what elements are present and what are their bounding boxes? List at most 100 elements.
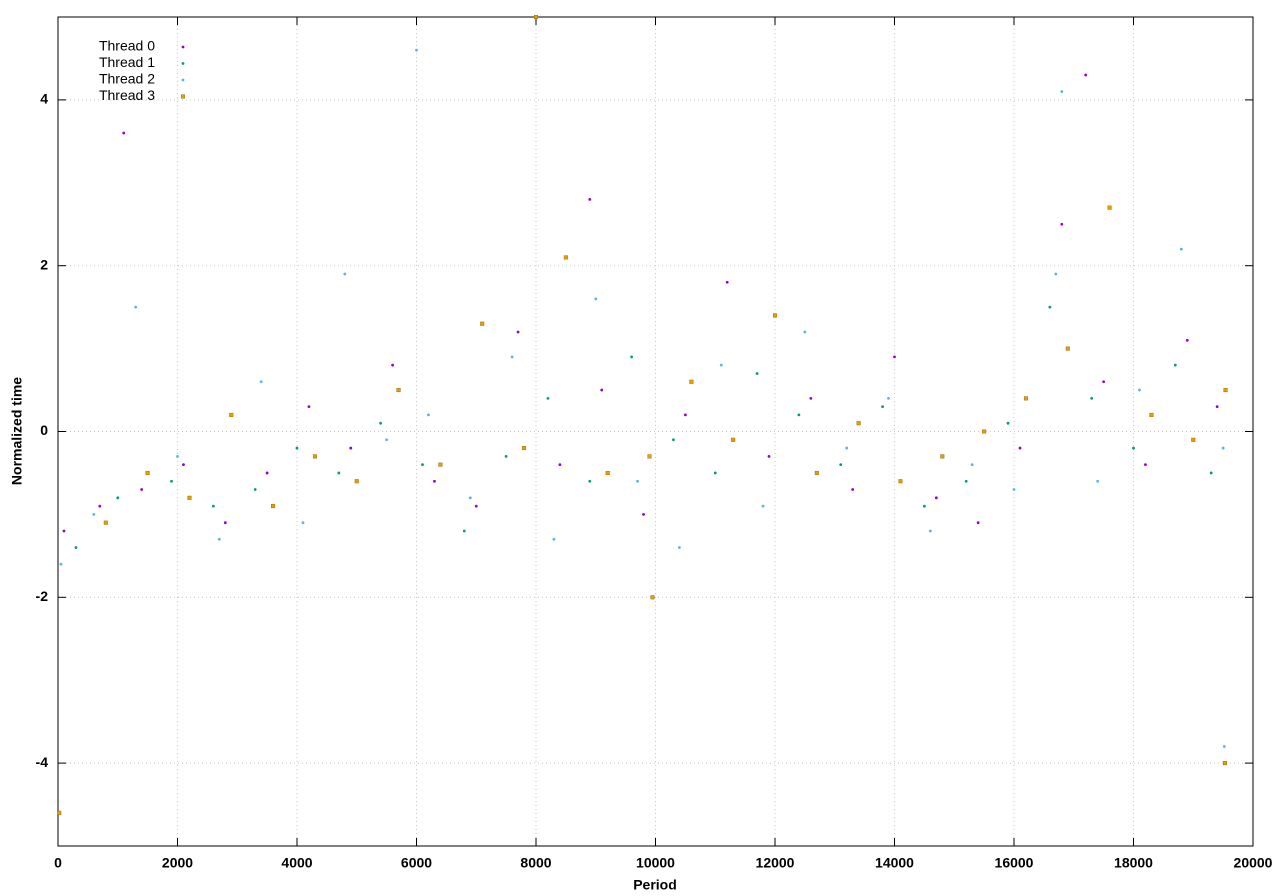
scatter-point [605,470,610,475]
scatter-point [385,438,389,442]
scatter-point [683,413,687,417]
scatter-point [504,454,508,458]
scatter-point [122,131,126,135]
scatter-point [887,396,890,400]
scatter-point [982,429,987,434]
scatter-point [1222,761,1227,766]
scatter-point [839,463,843,467]
scatter-point [755,372,759,375]
x-tick-label: 20000 [1234,855,1273,871]
scatter-point [881,405,884,409]
x-tick-label: 18000 [1114,855,1153,871]
scatter-point [1006,421,1010,425]
scatter-point [689,379,694,384]
scatter-point [271,504,276,509]
scatter-point [301,521,305,525]
scatter-point [522,446,527,451]
scatter-point [588,197,592,201]
legend-marker [181,62,185,65]
scatter-point [337,471,341,475]
scatter-point [176,454,179,458]
scatter-point [928,529,932,533]
scatter-point [438,462,443,467]
scatter-point [295,446,299,450]
scatter-point [427,413,430,417]
scatter-point [510,355,514,359]
scatter-point [851,488,855,491]
scatter-point [940,454,945,459]
scatter-point [223,521,227,525]
scatter-point [253,488,257,491]
scatter-point [421,463,424,467]
scatter-point [563,255,568,260]
scatter-point [1132,446,1135,450]
scatter-point [809,396,813,400]
legend-label: Thread 3 [99,87,155,103]
scatter-point [265,471,269,475]
scatter-point [1018,446,1022,450]
scatter-point [145,470,150,475]
scatter-point [379,421,383,425]
x-tick-label: 8000 [520,855,551,871]
scatter-point [1023,396,1028,401]
scatter-point [636,479,639,483]
scatter-point [600,388,604,392]
scatter-point [588,479,592,483]
scatter-point [396,388,401,393]
scatter-point [116,496,120,500]
scatter-point [642,513,645,516]
scatter-point [1191,437,1196,442]
y-tick-label: -2 [36,588,49,604]
scatter-point [797,413,801,417]
scatter-point [1222,745,1226,748]
scatter-point [187,495,192,500]
x-tick-label: 0 [54,855,62,871]
scatter-point [773,313,778,318]
scatter-point [814,470,819,475]
x-tick-label: 2000 [162,855,193,871]
scatter-point [534,14,539,19]
scatter-point [1012,488,1016,491]
scatter-point [259,380,263,384]
scatter-point [1149,412,1154,417]
scatter-point [170,479,173,483]
scatter-point [558,463,562,467]
legend-marker [181,78,185,82]
scatter-point [767,454,771,458]
scatter-point [92,513,96,516]
scatter-point [970,463,974,467]
x-axis-title: Period [633,877,677,893]
scatter-point [1223,388,1228,393]
scatter-point [343,272,347,276]
scatter-point [480,321,485,326]
scatter-point [349,446,353,450]
scatter-point [856,421,861,426]
y-tick-label: 0 [40,422,48,438]
scatter-point [312,454,317,459]
scatter-point [1179,247,1183,251]
scatter-point [462,529,466,533]
scatter-point [898,479,903,484]
scatter-point [725,280,729,284]
scatter-point [845,446,849,450]
scatter-point [650,595,655,600]
scatter-point [217,537,221,541]
scatter-point [630,355,633,359]
scatter-point [761,504,765,508]
x-tick-label: 4000 [281,855,312,871]
scatter-point [803,330,807,334]
scatter-point [922,504,926,508]
y-tick-label: -4 [36,754,49,770]
scatter-point [1185,338,1189,342]
scatter-point [1054,272,1058,276]
scatter-point [134,305,138,309]
legend-label: Thread 2 [99,71,155,87]
scatter-point [546,396,550,400]
scatter-point [182,463,185,467]
scatter-point [1144,463,1147,467]
scatter-point [1096,479,1100,483]
scatter-point [1221,446,1225,450]
scatter-point [140,488,144,491]
